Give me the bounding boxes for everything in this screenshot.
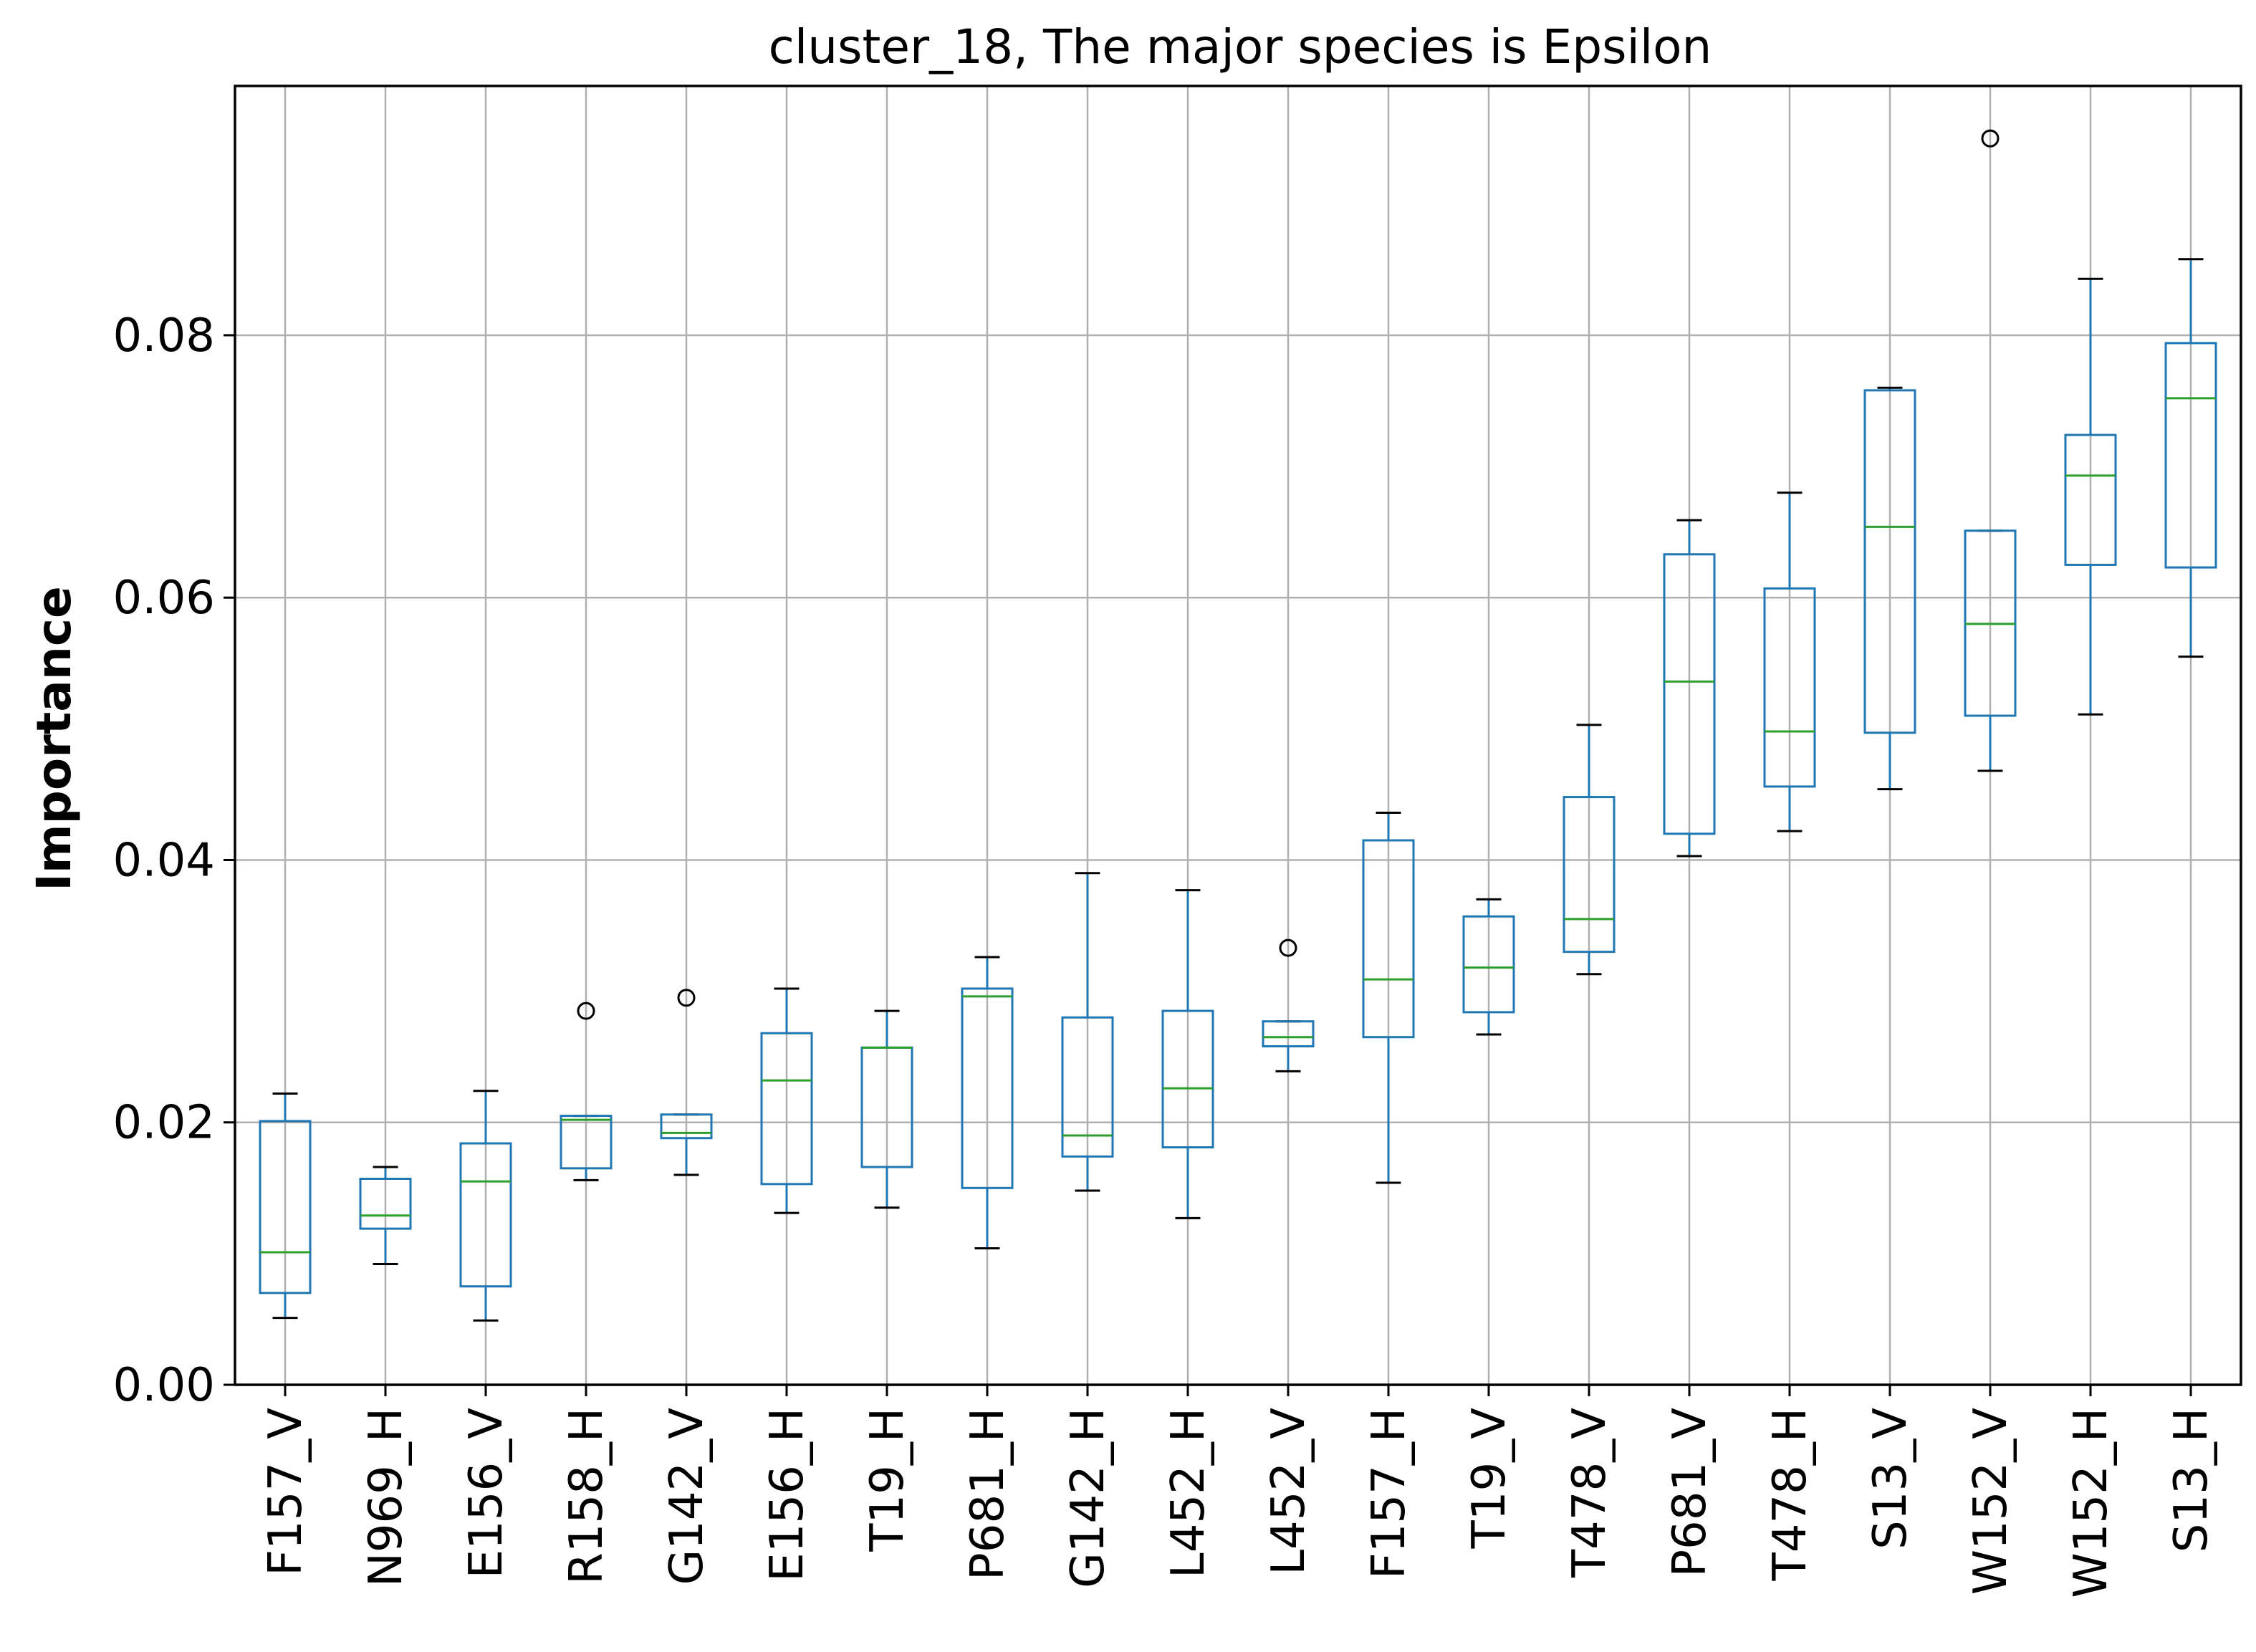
y-tick-label: 0.02 [113, 1097, 216, 1150]
box-T19_V [1462, 898, 1515, 1036]
outlier-point [1981, 129, 2000, 148]
x-tick-label: E156_V [460, 1408, 513, 1579]
plot-frame [234, 85, 2242, 1386]
chart-title: cluster_18, The major species is Epsilon [769, 19, 1712, 75]
iqr-box [1462, 915, 1515, 1014]
iqr-box [760, 1032, 813, 1186]
box-R158_H [560, 1002, 613, 1181]
x-tick-label: R158_H [560, 1408, 613, 1585]
box-N969_H [359, 1166, 412, 1266]
box-F157_V [259, 1092, 312, 1320]
box-W152_V [1964, 129, 2017, 772]
x-tick-label: L452_H [1162, 1408, 1215, 1578]
box-L452_V [1262, 938, 1315, 1072]
iqr-box [1362, 839, 1415, 1039]
iqr-box [1262, 1020, 1315, 1048]
y-tick-label: 0.04 [113, 834, 216, 887]
iqr-box [459, 1142, 512, 1288]
x-tick-label: F157_V [259, 1408, 312, 1576]
outlier-point [577, 1002, 595, 1020]
box-P681_V [1663, 519, 1716, 858]
boxes [259, 129, 2217, 1322]
x-tick-label: S13_V [1864, 1408, 1917, 1550]
y-axis-label: Importance [27, 586, 82, 890]
x-axis-ticks: F157_V N969_H E156_V R158_H G142_V E156_H T19_… [259, 1385, 2218, 1598]
x-tick-label: P681_H [961, 1408, 1014, 1580]
box-T478_V [1563, 724, 1616, 976]
x-tick-label: T19_H [861, 1408, 914, 1552]
y-tick-label: 0.00 [113, 1359, 216, 1412]
box-L452_H [1161, 889, 1214, 1219]
box-F157_H [1362, 812, 1415, 1184]
box-E156_V [459, 1090, 512, 1322]
iqr-box [1863, 389, 1916, 734]
box-S13_V [1863, 386, 1916, 791]
box-E156_H [760, 987, 813, 1214]
x-tick-label: P681_V [1664, 1408, 1717, 1577]
box-G142_H [1061, 872, 1114, 1192]
box-G142_V [660, 989, 713, 1176]
y-tick-label: 0.08 [113, 309, 216, 362]
box-T19_H [860, 1009, 913, 1209]
box-T478_H [1763, 491, 1816, 832]
x-tick-label: T478_H [1764, 1408, 1817, 1581]
box-S13_H [2164, 258, 2217, 658]
iqr-box [1061, 1016, 1114, 1158]
x-tick-label: L452_V [1262, 1408, 1315, 1575]
iqr-box [961, 987, 1014, 1189]
x-tick-label: W152_H [2065, 1408, 2118, 1598]
iqr-box [2164, 342, 2217, 569]
iqr-box [1563, 796, 1616, 954]
iqr-box [1763, 587, 1816, 788]
iqr-box [560, 1115, 613, 1170]
x-tick-label: N969_H [360, 1408, 413, 1587]
y-tick-label: 0.06 [113, 572, 216, 625]
box-P681_H [961, 956, 1014, 1250]
iqr-box [660, 1113, 713, 1140]
outlier-point [1279, 938, 1297, 957]
x-tick-label: G142_V [661, 1408, 714, 1585]
x-tick-label: W152_V [1964, 1408, 2017, 1595]
x-tick-label: T19_V [1463, 1408, 1516, 1550]
outlier-point [677, 989, 696, 1007]
x-tick-label: F157_H [1363, 1408, 1416, 1579]
y-axis-ticks: 0.00 0.02 0.04 0.06 0.08 [113, 309, 235, 1412]
iqr-box [359, 1177, 412, 1230]
box-W152_H [2064, 277, 2117, 716]
x-tick-label: T478_V [1563, 1408, 1616, 1578]
x-tick-label: E156_H [761, 1408, 814, 1582]
iqr-box [1161, 1009, 1214, 1149]
iqr-box [1663, 553, 1716, 835]
iqr-box [2064, 433, 2117, 566]
x-tick-label: G142_H [1062, 1408, 1115, 1588]
x-tick-label: S13_H [2165, 1408, 2218, 1552]
iqr-box [259, 1120, 312, 1295]
